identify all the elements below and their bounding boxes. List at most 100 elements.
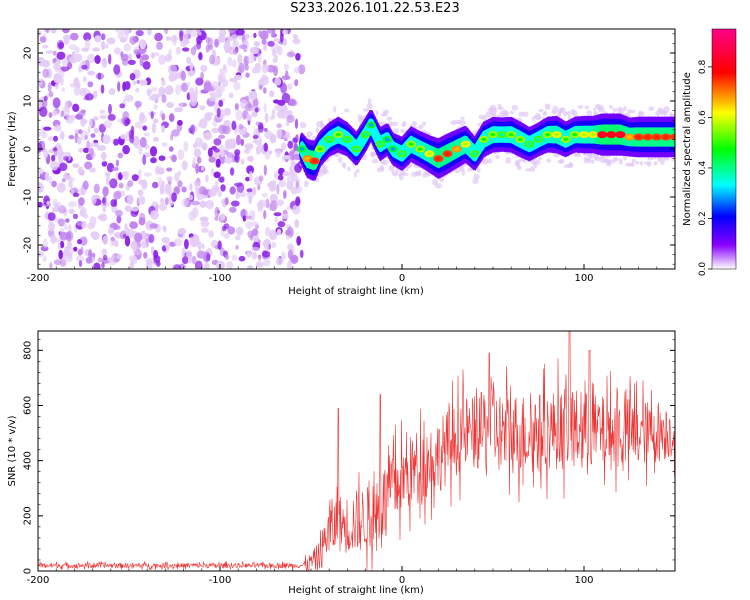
spectrogram-noise-cell [285, 110, 293, 116]
spectrogram-noise-cell [58, 218, 65, 227]
spectrogram-halo-cell [511, 104, 518, 111]
spectrogram-noise-cell [70, 188, 75, 195]
spectrogram-noise-cell [246, 251, 252, 258]
spectrogram-noise-cell [108, 53, 112, 65]
spectrogram-noise-cell [258, 123, 264, 133]
spectrogram-noise-cell [159, 184, 165, 195]
spectrogram-noise-cell [164, 85, 174, 96]
spectrogram-noise-cell [255, 261, 264, 268]
spectrogram-noise-cell [102, 235, 109, 245]
spectrogram-noise-cell [217, 190, 222, 198]
spectrogram-noise-cell [111, 254, 115, 260]
spectrogram-noise-cell [200, 219, 210, 228]
spectrogram-noise-cell [151, 93, 161, 99]
spectrogram-noise-cell [234, 149, 241, 156]
spectrogram-noise-cell [72, 103, 80, 113]
spectrogram-noise-cell [137, 168, 142, 180]
spectrogram-noise-cell [246, 113, 251, 121]
chart-title: S233.2026.101.22.53.E23 [290, 1, 460, 16]
spectrogram-noise-cell [273, 38, 281, 43]
spectrogram-halo-cell [568, 161, 573, 168]
spectrogram-noise-cell [170, 64, 178, 72]
spectrogram-halo-cell [639, 161, 644, 166]
spectrogram-noise-cell [234, 155, 239, 161]
spectrogram-noise-cell [286, 51, 296, 58]
spectrogram-noise-cell [117, 31, 125, 40]
spectrogram-halo-cell [382, 109, 390, 115]
spectrogram-noise-cell [153, 249, 159, 259]
spectrogram-noise-cell [186, 29, 193, 34]
spectrogram-noise-cell [68, 208, 75, 215]
spectrogram-noise-cell [150, 87, 158, 92]
spectrogram-noise-cell [294, 79, 299, 87]
spectrogram-noise-cell [229, 206, 237, 213]
spectrogram-noise-cell [272, 57, 278, 64]
spectrogram-halo-cell [590, 159, 595, 164]
spectrogram-noise-cell [192, 207, 199, 218]
spectrogram-noise-cell [65, 101, 69, 112]
spectrogram-noise-cell [42, 256, 47, 262]
spectrogram-halo-cell [347, 166, 351, 172]
spectrogram-noise-cell [47, 136, 54, 142]
spectrogram-noise-cell [108, 103, 112, 115]
spectrogram-halo-cell [315, 127, 320, 133]
spectrogram-noise-cell [56, 182, 66, 193]
spectrogram-noise-cell [103, 120, 113, 129]
spectrogram-halo-cell [572, 110, 578, 117]
spectrogram-y-ticks: -20 -10 0 10 20 [23, 33, 675, 265]
spectrogram-noise-cell [245, 146, 251, 154]
spectrogram-ridge-peak [384, 137, 390, 142]
spectrogram-noise-cell [285, 229, 292, 236]
spectrogram-noise-cell [181, 247, 187, 255]
spectrogram-noise-cell [200, 166, 205, 171]
spectrogram-halo-cell [648, 106, 655, 111]
spectrogram-noise-cell [164, 197, 169, 206]
spectrogram-halo-cell [299, 121, 307, 129]
spectrogram-noise-cell [142, 154, 147, 166]
spectrogram-noise-cell [78, 188, 86, 196]
spectrogram-halo-cell [493, 107, 498, 113]
spectrogram-ridge-peak [454, 147, 460, 151]
spectrogram-noise-cell [214, 206, 220, 218]
spectrogram-noise-cell [132, 135, 140, 145]
spectrogram-ridge-peak [317, 147, 323, 151]
spectrogram-noise-cell [78, 197, 85, 206]
y-tick-label: 0 [23, 146, 34, 152]
spectrogram-noise-cell [171, 129, 180, 137]
spectrogram-noise-cell [196, 250, 206, 259]
spectrogram-ridge-peak [399, 152, 405, 156]
spectrogram-noise-cell [50, 160, 59, 171]
spectrogram-noise-cell [46, 200, 50, 206]
y-tick-label: 600 [23, 396, 34, 415]
spectrogram-noise-cell [281, 29, 289, 35]
spectrogram-noise-cell [264, 244, 270, 252]
spectrogram-halo-cell [450, 120, 458, 126]
snr-background [38, 331, 675, 571]
spectrogram-noise-cell [198, 52, 203, 61]
spectrogram-noise-cell [77, 249, 83, 256]
spectrogram-noise-cell [78, 260, 83, 267]
spectrogram-noise-cell [182, 47, 190, 52]
spectrogram-noise-cell [271, 241, 277, 249]
spectrogram-noise-cell [179, 30, 184, 42]
colorbar-tick-label: 0.0 [698, 262, 708, 277]
spectrogram-halo-cell [503, 110, 510, 118]
spectrogram-noise-cell [58, 42, 64, 49]
spectrogram-noise-cell [43, 238, 48, 248]
spectrogram-noise-cell [177, 180, 183, 188]
spectrogram-noise-cell [124, 81, 131, 90]
spectrogram-noise-cell [83, 76, 87, 83]
spectrogram-halo-cell [499, 106, 504, 110]
spectrogram-noise-cell [62, 57, 69, 68]
spectrogram-noise-cell [229, 186, 236, 195]
spectrogram-ridge-peak [599, 132, 605, 137]
spectrogram-noise-cell [283, 63, 289, 71]
spectrogram-noise-cell [194, 260, 203, 269]
spectrogram-noise-cell [269, 229, 278, 241]
spectrogram-ridge-peak [490, 132, 496, 137]
spectrogram-noise-cell [263, 142, 269, 152]
spectrogram-noise-cell [217, 240, 222, 250]
spectrogram-noise-cell [219, 67, 228, 74]
spectrogram-noise-cell [161, 79, 166, 87]
